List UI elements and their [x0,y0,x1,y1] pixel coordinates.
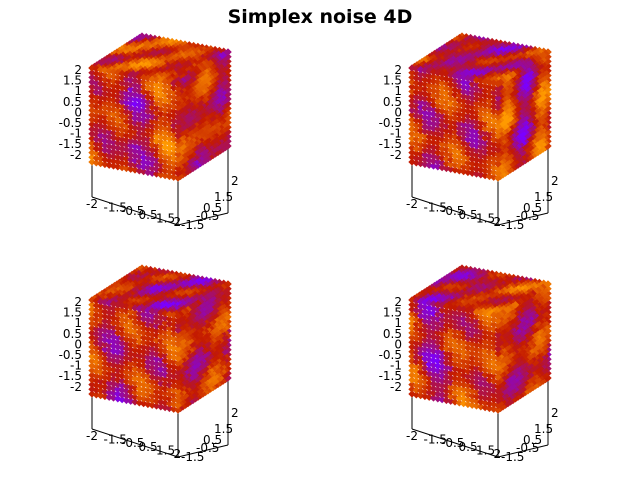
x-tick-label: -1.5 [104,201,127,215]
y-tick-label: -0.5 [196,209,219,223]
x-tick-label: 2 [174,215,182,229]
x-tick-label: 0.5 [139,208,158,222]
x-tick-label: -2 [86,197,98,211]
z-tick-label: -1.5 [59,137,82,151]
scatter-points [408,264,552,414]
z-tick-label: 0 [74,105,82,119]
z-tick-label: -0.5 [59,116,82,130]
panel-top-left: 21.510.50-0.5-1-1.5-2-2 -1.5-0.50.51.52 -1… [59,32,239,232]
x-tick-label: 0.5 [459,208,478,222]
x-tick-label: 1.5 [156,211,175,225]
z-tick-label: 1 [74,84,82,98]
x-tick-label: -2 [86,429,98,443]
scatter-point [174,108,182,116]
z-tick-label: -2 [390,148,402,162]
panel-bottom-right: 21.510.50-0.5-1-1.5-2-2 -1.5-0.50.51.52 -1… [379,264,559,464]
y-tick-label: 0.5 [203,201,222,215]
axis-line [497,212,549,226]
axis-line [91,196,179,226]
x-tick-label: 2 [494,215,502,229]
scatter-point [174,89,182,98]
scatter-point [174,127,182,135]
axis-line [177,212,229,226]
z-tick-label: -1 [70,127,82,141]
scatter-points [88,32,232,182]
scatter-point [174,117,182,126]
scatter-point [174,122,182,130]
scatter-point [174,174,182,182]
z-tick-label: -2 [70,148,82,162]
y-tick-label: -1.5 [181,218,204,232]
x-tick-label: 0.5 [139,440,158,454]
scatter-point [174,141,182,149]
y-tick-label: 1.5 [534,190,553,204]
z-tick-label: -2 [70,380,82,394]
panel-top-right: 21.510.50-0.5-1-1.5-2-2 -1.5-0.50.51.52 -1… [379,32,559,232]
y-tick-label: 1.5 [214,190,233,204]
scatter-point [174,85,182,93]
z-tick-label: 1.5 [63,74,82,88]
x-tick-label: -2 [406,197,418,211]
axis-line [411,196,499,226]
y-tick-label: 2 [231,406,239,420]
z-tick-label: 2 [74,63,82,77]
y-tick-label: 1.5 [214,422,233,436]
scatter-point [174,80,182,88]
scatter-point [174,103,182,112]
scatter-point [174,150,182,159]
y-tick-label: 2 [551,174,559,188]
y-tick-label: 2 [231,174,239,188]
scatter-point [174,113,182,121]
scatter-points [408,32,552,182]
x-tick-label: 2 [174,447,182,461]
scatter-point [174,164,182,173]
scatter-point [174,169,182,177]
x-tick-label: 1.5 [476,211,495,225]
x-tick-label: -0.5 [121,204,144,218]
scatter-point [174,99,182,107]
scatter-point [174,146,182,154]
panel-bottom-left: 21.510.50-0.5-1-1.5-2-2 -1.5-0.50.51.52 -1… [59,264,239,464]
scatter-points [88,264,232,414]
x-tick-label: 1.5 [156,443,175,457]
scatter-point [174,94,182,102]
z-tick-label: 0.5 [63,95,82,109]
chart-title: Simplex noise 4D [227,6,413,28]
